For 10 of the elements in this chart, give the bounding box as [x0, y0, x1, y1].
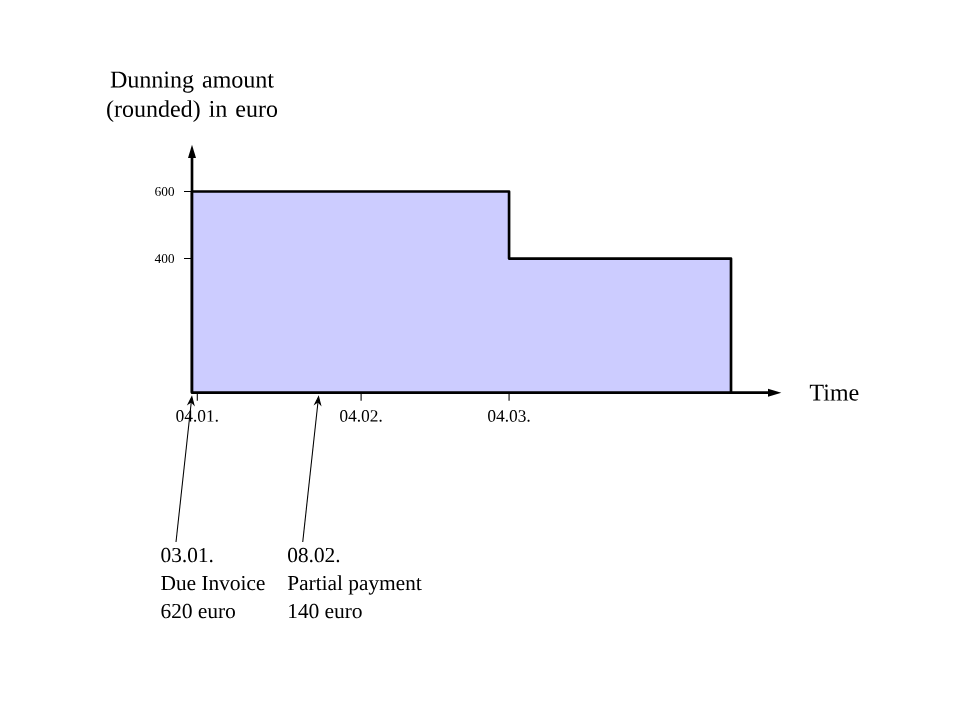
text: Due Invoice: [161, 575, 265, 591]
x-axis-title: Time: [809, 384, 859, 401]
y-axis-title: Dunning amount (rounded) in euro: [107, 71, 278, 122]
text: 03.01.: [161, 547, 213, 563]
text: 08.02.: [288, 547, 340, 563]
x-tick-label: 04.03.: [488, 410, 530, 422]
text: 620 euro: [161, 603, 235, 619]
x-tick-label: 04.02.: [340, 410, 382, 422]
text: Partial payment: [287, 575, 422, 595]
text: 140 euro: [289, 603, 362, 619]
